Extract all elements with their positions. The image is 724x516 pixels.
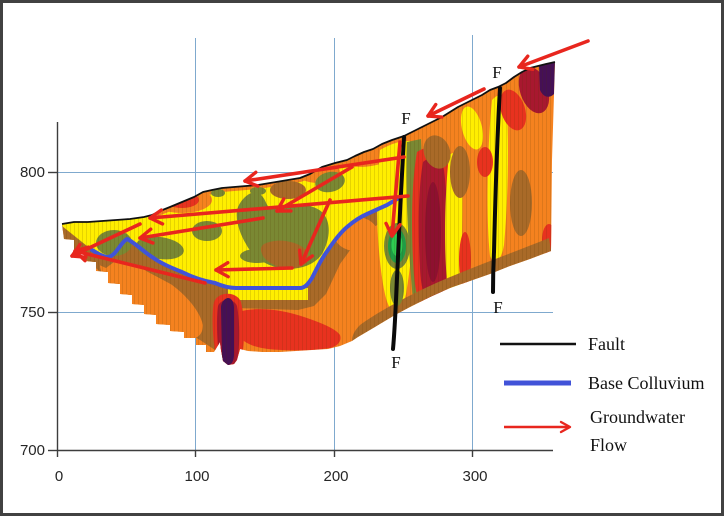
- x-tick-label-300: 300: [462, 468, 487, 485]
- legend-groundwater-label-line2: Flow: [590, 435, 627, 455]
- stripe-texture-overlay: [62, 62, 555, 365]
- x-tick-label-0: 0: [55, 468, 63, 485]
- flow-arrow: [138, 216, 265, 245]
- fault-label-1-top: F: [401, 109, 410, 128]
- x-tick-label-100: 100: [184, 468, 209, 485]
- fault-line-2: [491, 86, 502, 294]
- y-tick-label-750: 750: [20, 304, 45, 321]
- flow-arrow: [73, 245, 207, 285]
- legend-fault-label: Fault: [588, 334, 625, 354]
- flow-arrow: [148, 194, 410, 226]
- flow-arrow: [297, 198, 332, 266]
- legend: Fault Base Colluvium Groundwater Flow: [500, 334, 705, 455]
- flow-arrow: [517, 39, 590, 72]
- flow-arrow: [384, 140, 402, 238]
- fault-label-1-bottom: F: [391, 353, 400, 372]
- y-tick-label-800: 800: [20, 164, 45, 181]
- legend-base-colluvium-label: Base Colluvium: [588, 373, 705, 393]
- groundwater-flow-arrows: [70, 39, 590, 285]
- base-colluvium-line: [90, 195, 402, 290]
- cross-section-figure: 800 750 700 0 100 200 300: [20, 35, 705, 485]
- flow-arrow: [214, 260, 294, 279]
- faults: F F F F: [391, 63, 503, 372]
- flow-arrow: [426, 87, 486, 119]
- flow-arrow: [275, 165, 354, 213]
- flow-arrow: [243, 155, 406, 188]
- resistivity-section: [62, 62, 555, 365]
- fault-label-2-bottom: F: [493, 298, 502, 317]
- y-tick-label-700: 700: [20, 442, 45, 459]
- fault-line-1: [391, 135, 406, 351]
- x-tick-label-200: 200: [323, 468, 348, 485]
- fault-label-2-top: F: [492, 63, 501, 82]
- legend-groundwater-label-line1: Groundwater: [590, 407, 685, 427]
